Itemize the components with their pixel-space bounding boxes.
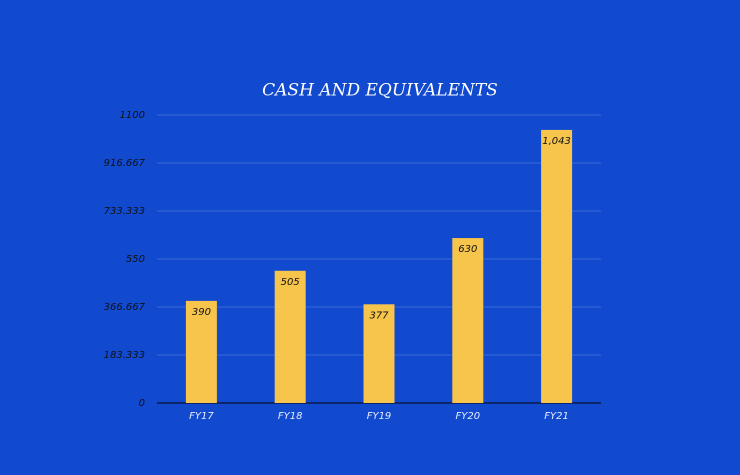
x-tick-label: FY20	[456, 411, 481, 422]
x-tick-label: FY19	[367, 411, 392, 422]
x-tick-label: FY17	[189, 411, 214, 422]
y-tick-label: 366.667	[104, 302, 146, 313]
data-label: 505	[281, 277, 300, 288]
x-tick-label: FY18	[278, 411, 303, 422]
bar	[274, 270, 306, 403]
bar	[185, 300, 217, 403]
bar	[541, 129, 573, 403]
y-tick-label: 0	[139, 398, 145, 409]
bar	[452, 238, 484, 403]
y-tick-label: 1100	[120, 110, 145, 121]
bar	[363, 304, 395, 403]
y-tick-label: 916.667	[104, 158, 146, 169]
data-label: 390	[192, 307, 211, 318]
y-tick-label: 550	[126, 254, 145, 265]
data-label: 630	[458, 244, 477, 255]
y-tick-label: 183.333	[104, 350, 145, 361]
data-label: 1,043	[542, 136, 571, 147]
x-tick-label: FY21	[544, 411, 569, 422]
chart-title: CASH AND EQUIVALENTS	[262, 81, 498, 101]
data-label: 377	[369, 310, 389, 321]
y-tick-label: 733.333	[104, 206, 145, 217]
